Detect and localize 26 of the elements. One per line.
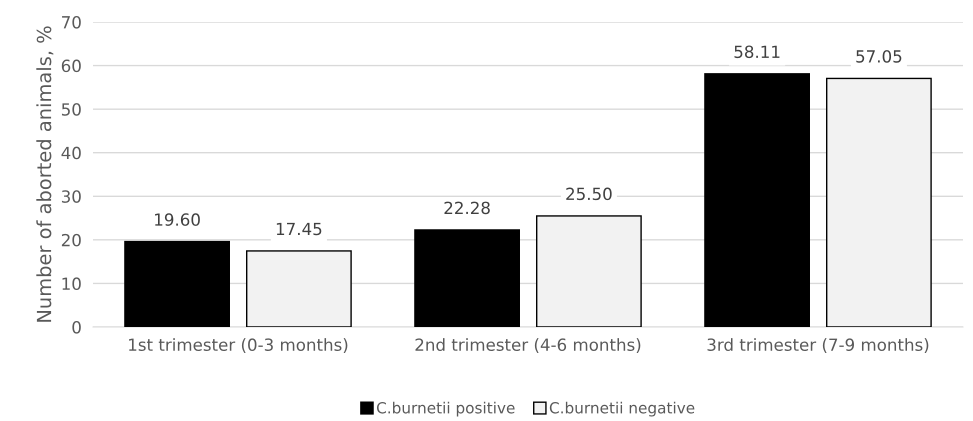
y-tick-label: 40 [61,146,81,160]
data-label: 25.50 [566,188,612,200]
data-label: 17.45 [276,222,322,236]
data-label: 22.28 [444,202,490,214]
bar [826,78,932,327]
legend-label: C.burnetii positive [376,402,515,417]
y-tick-label: 30 [62,190,81,203]
bar [536,215,642,327]
y-axis-title: Number of aborted animals, % [36,26,54,322]
bar [246,250,352,327]
x-tick-label: 1st trimester (0-3 months) [129,338,348,353]
y-tick-label: 20 [62,234,81,246]
y-tick-label: 50 [62,103,81,116]
x-tick-label: 2nd trimester (4-6 months) [415,338,640,353]
legend-label: C.burnetii negative [550,402,694,417]
bar [414,229,520,327]
data-label: 58.11 [734,45,780,58]
y-tick-label: 0 [72,320,81,334]
y-tick-label: 10 [62,277,81,290]
bar [704,73,810,327]
data-label: 57.05 [856,50,902,63]
y-tick-label: 70 [62,16,81,29]
bar [124,240,230,327]
x-tick-label: 3rd trimester (7-9 months) [708,338,928,353]
data-label: 19.60 [155,213,200,226]
y-tick-label: 60 [62,60,81,72]
